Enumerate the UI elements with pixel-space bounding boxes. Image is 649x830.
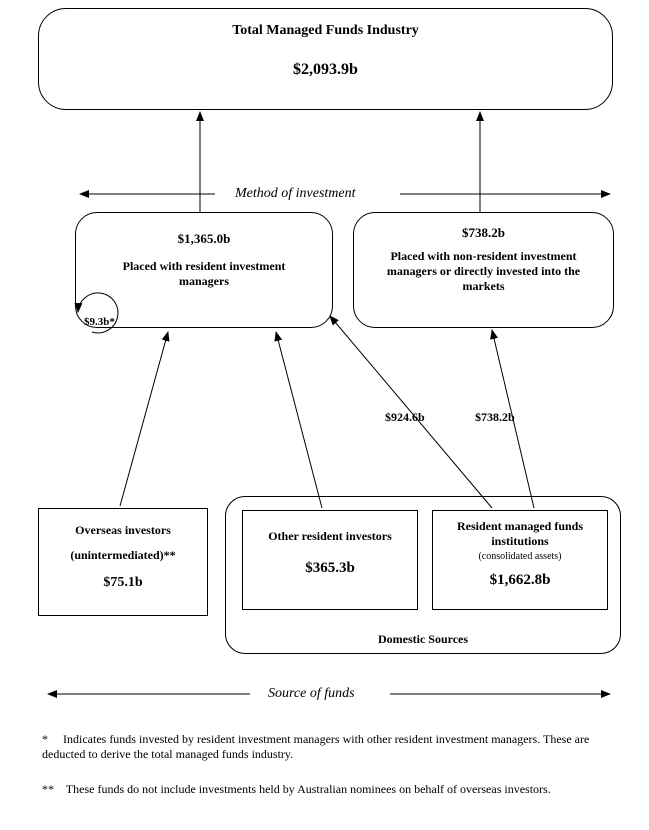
total-industry-title: Total Managed Funds Industry — [39, 23, 612, 39]
domestic-sources-label: Domestic Sources — [226, 632, 620, 647]
overseas-investors-line2: (unintermediated)** — [39, 548, 207, 563]
footnote-2-marker: ** — [42, 782, 54, 796]
footnote-1-marker: * — [42, 732, 48, 746]
source-of-funds-label: Source of funds — [268, 686, 355, 702]
nonresident-managers-box: $738.2b Placed with non-resident investm… — [353, 212, 614, 328]
nonresident-managers-desc: Placed with non-resident investment mana… — [354, 249, 613, 294]
footnote-2-text: These funds do not include investments h… — [66, 782, 551, 796]
arrow-label-738: $738.2b — [475, 410, 515, 425]
overseas-investors-box: Overseas investors (unintermediated)** $… — [38, 508, 208, 616]
footnote-1: * Indicates funds invested by resident i… — [42, 732, 597, 762]
overseas-investors-line1: Overseas investors — [39, 523, 207, 538]
total-industry-box: Total Managed Funds Industry $2,093.9b — [38, 8, 613, 110]
resident-managers-desc: Placed with resident investment managers — [76, 259, 332, 289]
resident-managed-line2: (consolidated assets) — [433, 551, 607, 562]
resident-managed-line1: Resident managed funds institutions — [433, 519, 607, 549]
overseas-investors-value: $75.1b — [39, 575, 207, 591]
resident-managed-value: $1,662.8b — [433, 572, 607, 589]
total-industry-value: $2,093.9b — [39, 61, 612, 79]
footnote-2: ** These funds do not include investment… — [42, 782, 597, 797]
resident-managers-box: $1,365.0b Placed with resident investmen… — [75, 212, 333, 328]
arrows-overlay — [0, 0, 649, 830]
resident-managers-value: $1,365.0b — [76, 231, 332, 247]
loop-value-label: $9.3b* — [84, 316, 115, 328]
arrow-label-924: $924.6b — [385, 410, 425, 425]
resident-managed-box: Resident managed funds institutions (con… — [432, 510, 608, 610]
other-resident-value: $365.3b — [243, 560, 417, 577]
footnote-1-text: Indicates funds invested by resident inv… — [42, 732, 589, 761]
nonresident-managers-value: $738.2b — [354, 225, 613, 241]
other-resident-box: Other resident investors $365.3b — [242, 510, 418, 610]
method-of-investment-label: Method of investment — [235, 186, 356, 202]
other-resident-label: Other resident investors — [243, 529, 417, 544]
